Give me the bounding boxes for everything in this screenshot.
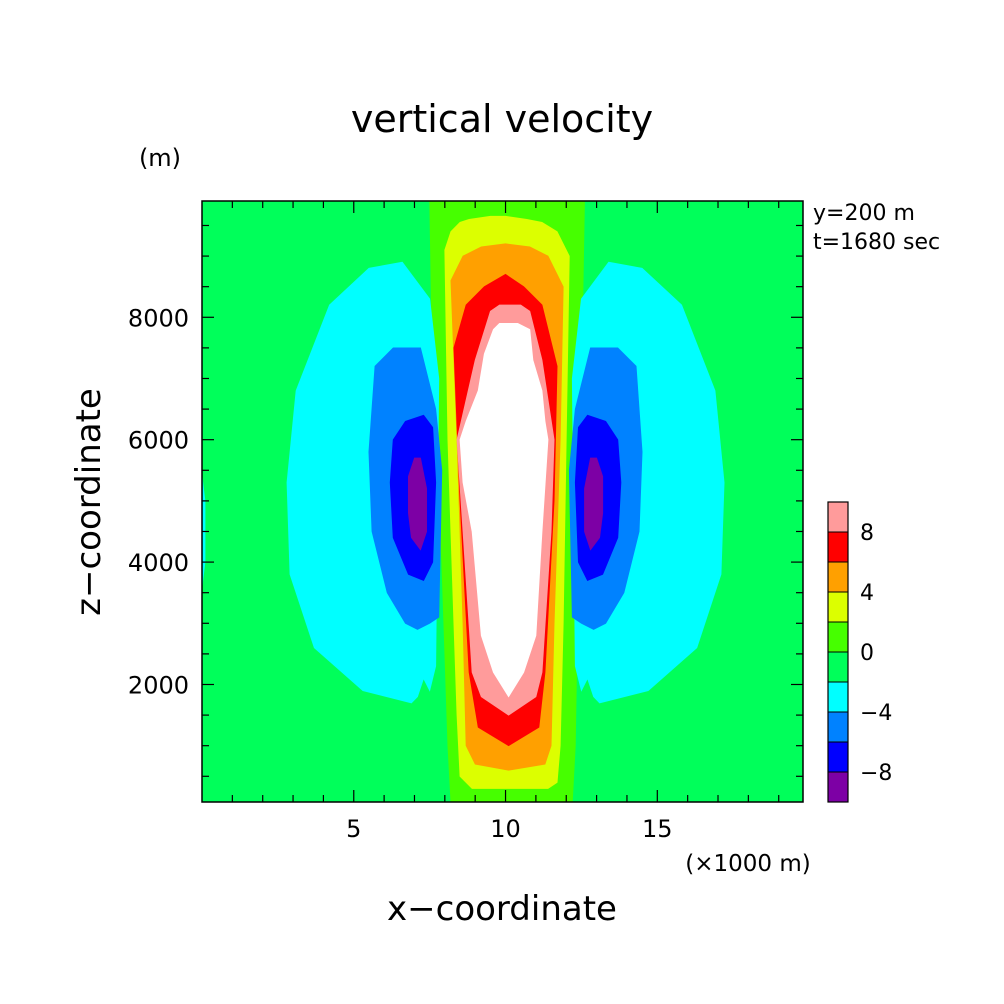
x-tick-label: 10 [490, 815, 521, 843]
colorbar-swatch [828, 742, 848, 772]
contour-region-5 [459, 322, 549, 698]
x-axis: 5 10 15 [231, 201, 780, 843]
colorbar-swatch [828, 502, 848, 532]
x-tick-label: 5 [346, 815, 361, 843]
colorbar-swatch [828, 772, 848, 802]
contour-region-13 [584, 457, 604, 551]
colorbar-swatch [828, 562, 848, 592]
y-tick-label: 2000 [128, 671, 189, 699]
y-axis-label: z−coordinate [69, 388, 109, 616]
colorbar-tick-label: −4 [860, 701, 892, 726]
plot-area [201, 200, 803, 803]
y-tick-label: 6000 [128, 427, 189, 455]
colorbar-frame [827, 501, 849, 803]
chart-title: vertical velocity [351, 97, 653, 141]
y-axis: 2000 4000 6000 8000 [128, 224, 803, 777]
colorbar-swatch [828, 622, 848, 652]
contour-region-9 [407, 457, 428, 551]
plot-frame [201, 200, 804, 803]
y-tick-label: 4000 [128, 549, 189, 577]
colorbar-swatch [828, 532, 848, 562]
x-axis-label: x−coordinate [387, 889, 617, 929]
x-axis-unit: (×1000 m) [685, 851, 810, 877]
colorbar-swatch [828, 652, 848, 682]
annotation-t: t=1680 sec [813, 230, 940, 255]
y-tick-label: 8000 [128, 304, 189, 332]
colorbar-swatch [828, 592, 848, 622]
colorbar-tick-label: 0 [860, 641, 874, 666]
colorbar-tick-label: 8 [860, 521, 874, 546]
y-axis-unit: (m) [139, 144, 181, 172]
annotation-y: y=200 m [813, 201, 915, 226]
colorbar: −8 −4 0 4 8 [827, 501, 892, 803]
x-tick-label: 15 [642, 815, 673, 843]
colorbar-swatch [828, 682, 848, 712]
colorbar-tick-label: −8 [860, 761, 892, 786]
colorbar-swatch [828, 712, 848, 742]
colorbar-tick-label: 4 [860, 581, 874, 606]
